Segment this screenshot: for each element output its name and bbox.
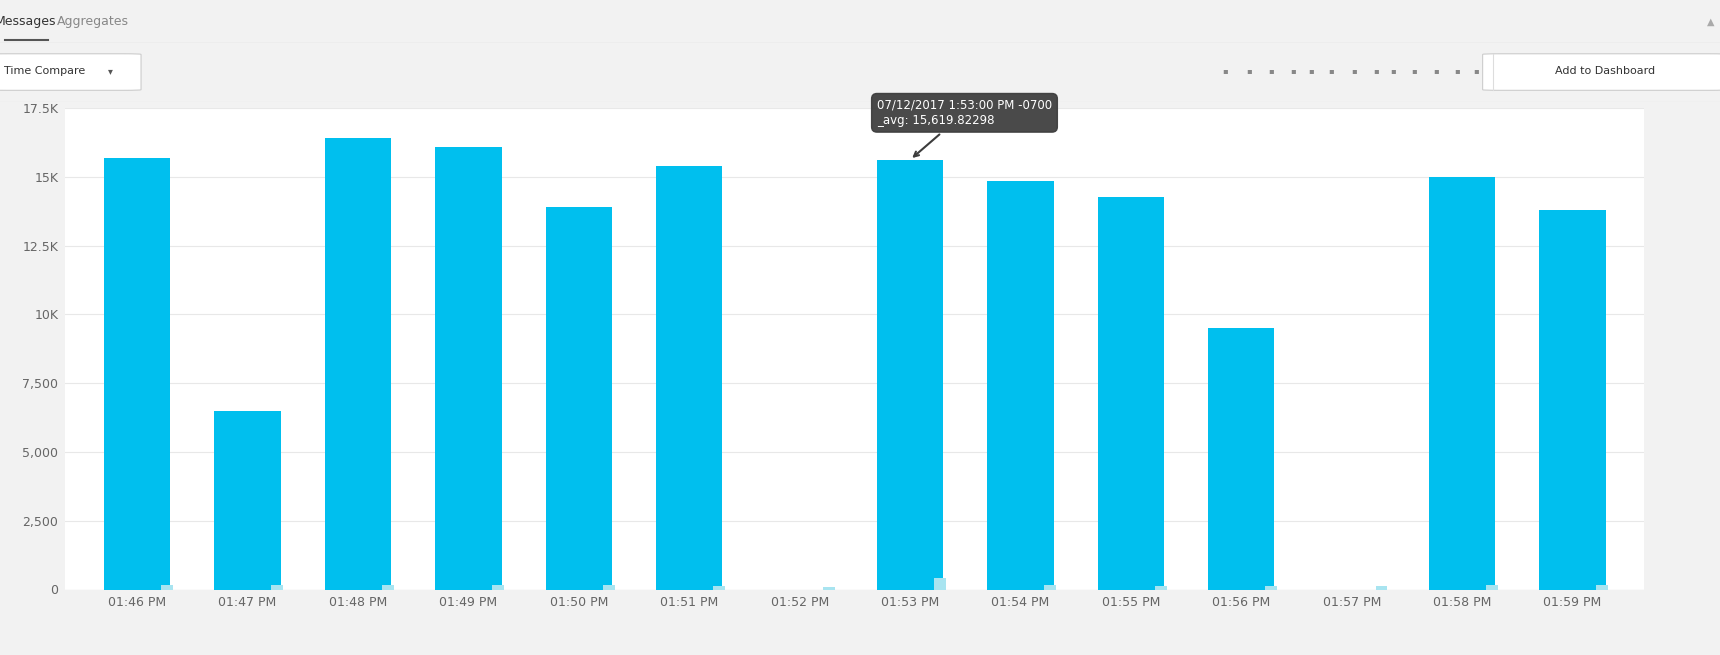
Bar	[1207, 328, 1275, 590]
Bar	[987, 181, 1054, 590]
Bar	[1376, 586, 1388, 590]
Bar	[162, 586, 174, 590]
Bar	[492, 585, 504, 590]
Text: ▪: ▪	[1290, 66, 1297, 75]
Bar	[824, 587, 836, 590]
Bar	[655, 166, 722, 590]
Bar	[1044, 585, 1056, 590]
Text: 07/12/2017 1:53:00 PM -0700
_avg: 15,619.82298: 07/12/2017 1:53:00 PM -0700 _avg: 15,619…	[877, 99, 1053, 157]
Bar	[1486, 585, 1498, 590]
Text: ▪: ▪	[1390, 66, 1397, 75]
Text: ▪: ▪	[1472, 66, 1479, 75]
Bar	[1097, 198, 1164, 590]
Bar	[1596, 586, 1608, 590]
Bar	[877, 160, 943, 590]
Text: ▲: ▲	[1708, 16, 1715, 26]
Text: Messages: Messages	[0, 15, 57, 28]
Text: Add to Dashboard: Add to Dashboard	[1555, 66, 1655, 76]
Bar	[1266, 586, 1276, 590]
Bar	[1154, 586, 1166, 590]
FancyBboxPatch shape	[0, 54, 141, 90]
Text: ▪: ▪	[1433, 66, 1440, 75]
Text: ▪: ▪	[1307, 66, 1314, 75]
Text: ▪: ▪	[1350, 66, 1357, 75]
Text: ▪: ▪	[1245, 66, 1252, 75]
Text: Aggregates: Aggregates	[57, 15, 129, 28]
Bar	[602, 586, 614, 590]
Text: ▾: ▾	[108, 66, 112, 76]
Text: ▪: ▪	[1268, 66, 1275, 75]
FancyBboxPatch shape	[1483, 54, 1720, 90]
Bar	[272, 585, 284, 590]
Text: Time Compare: Time Compare	[3, 66, 86, 76]
Text: ▪: ▪	[1373, 66, 1379, 75]
Text: ▪: ▪	[1453, 66, 1460, 75]
Bar	[435, 147, 502, 590]
Text: ▪: ▪	[1328, 66, 1335, 75]
Bar	[382, 585, 394, 590]
Bar	[325, 138, 390, 590]
Bar	[545, 207, 612, 590]
Bar	[714, 586, 726, 590]
Bar	[1429, 177, 1495, 590]
Text: ▪: ▪	[1410, 66, 1417, 75]
Bar	[215, 411, 280, 590]
Text: ▪: ▪	[1221, 66, 1228, 75]
Bar	[934, 578, 946, 590]
Bar	[103, 158, 170, 590]
Bar	[1539, 210, 1606, 590]
